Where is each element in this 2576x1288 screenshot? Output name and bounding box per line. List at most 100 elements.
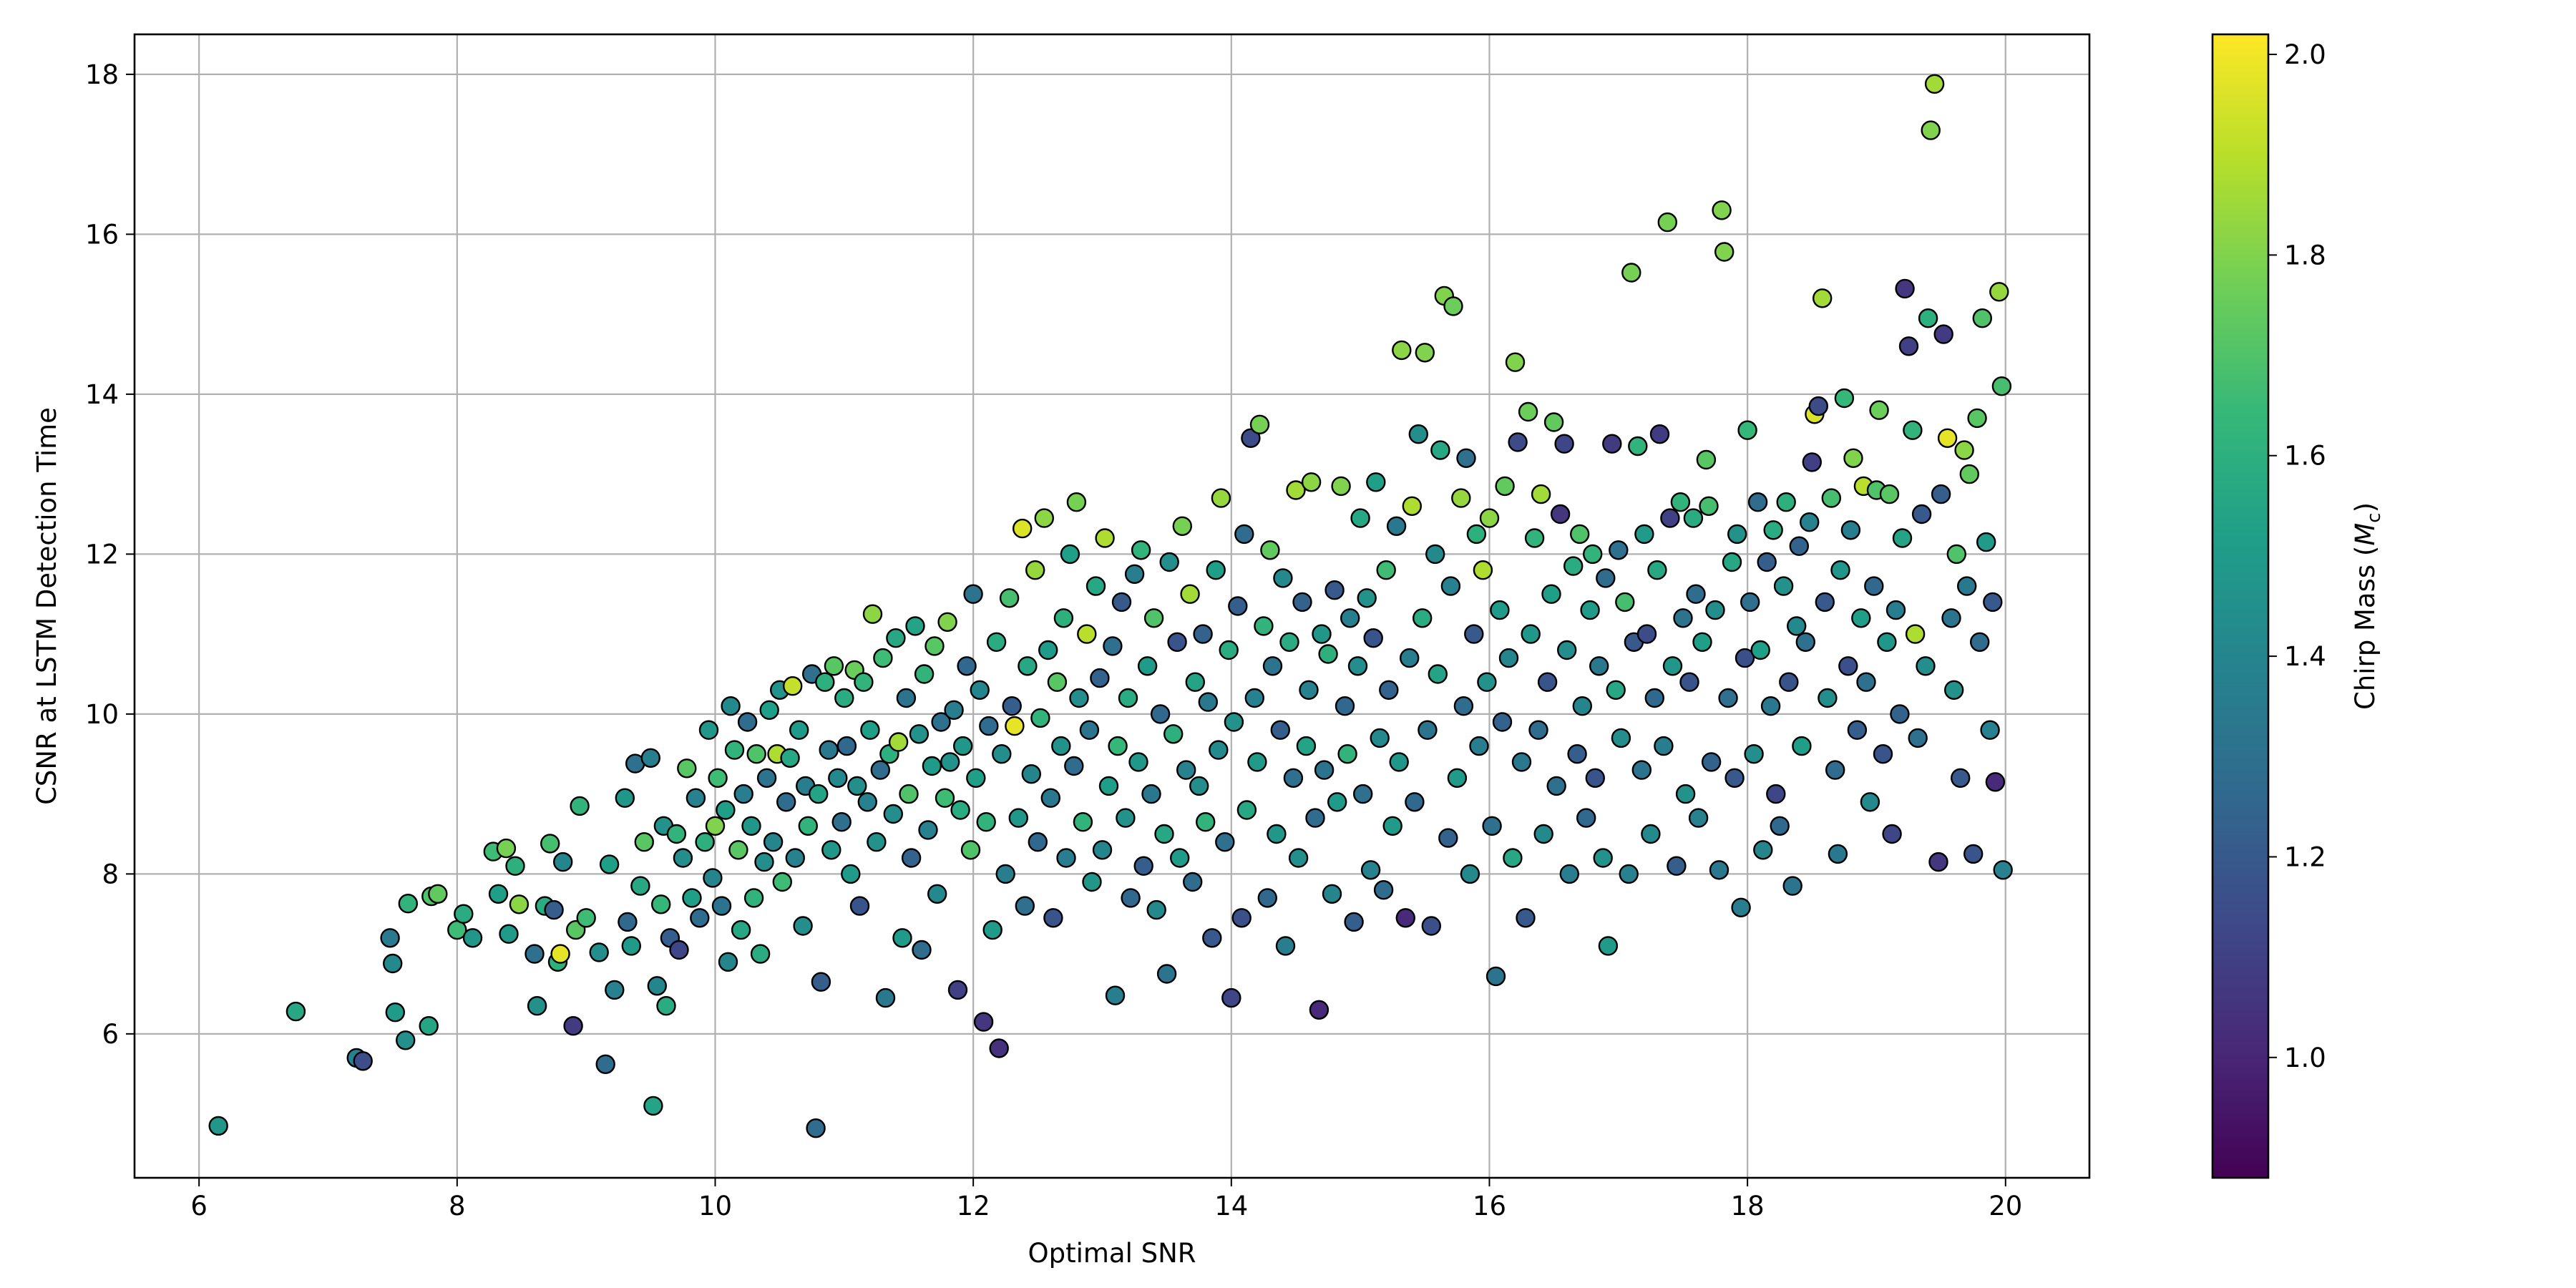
data-point (1892, 528, 1913, 548)
data-point (966, 768, 986, 789)
data-points (208, 74, 2013, 1138)
data-point (1860, 792, 1880, 812)
data-point (677, 758, 697, 779)
data-point (909, 724, 930, 744)
data-point (1260, 540, 1280, 560)
data-point (724, 740, 745, 760)
data-point (1451, 488, 1471, 508)
x-tick-label: 12 (957, 1191, 990, 1221)
data-point (621, 936, 641, 956)
data-point (1412, 608, 1433, 628)
data-point (992, 743, 1012, 764)
data-point (1453, 696, 1474, 716)
data-point (1092, 840, 1113, 860)
data-point (1073, 811, 1093, 832)
data-point (1352, 784, 1373, 804)
data-point (1792, 736, 1812, 756)
data-point (1231, 908, 1252, 928)
data-point (1598, 936, 1619, 956)
data-point (1877, 632, 1897, 652)
data-point (741, 816, 761, 836)
data-point (1943, 680, 1964, 700)
data-point (1511, 752, 1532, 772)
data-point (1546, 776, 1566, 796)
data-point (1270, 720, 1291, 740)
data-point (1683, 508, 1704, 528)
data-point (1241, 428, 1261, 448)
data-point (1131, 540, 1151, 560)
data-point (716, 800, 736, 820)
data-point (1596, 568, 1616, 588)
data-point (1735, 648, 1755, 668)
y-axis-ticks: 6 8 10 12 14 16 18 (85, 59, 135, 1050)
data-point (1236, 800, 1257, 820)
data-point (1821, 488, 1842, 508)
data-point (1108, 736, 1128, 756)
data-point (1508, 432, 1528, 452)
data-point (1567, 743, 1587, 764)
data-point (957, 656, 977, 676)
data-point (1038, 640, 1058, 660)
data-point (1288, 848, 1309, 868)
data-point (1373, 879, 1394, 900)
data-point (1425, 544, 1445, 565)
data-point (731, 919, 751, 940)
data-point (1492, 712, 1513, 732)
data-point (1654, 736, 1674, 756)
data-point (499, 924, 519, 944)
data-point (873, 648, 893, 668)
data-point (208, 1116, 228, 1136)
data-point (976, 811, 996, 832)
data-point (834, 688, 854, 708)
data-point (1834, 388, 1855, 409)
data-point (776, 792, 796, 812)
data-point (860, 720, 880, 740)
data-point (1331, 476, 1351, 497)
data-point (995, 864, 1015, 884)
data-point (1247, 752, 1267, 772)
data-point (1370, 728, 1390, 748)
data-point (1389, 752, 1409, 772)
data-point (1989, 282, 2009, 302)
x-tick-label: 18 (1731, 1191, 1765, 1221)
data-point (1347, 656, 1368, 676)
data-point (647, 976, 667, 996)
data-point (1937, 428, 1958, 448)
data-point (496, 838, 517, 859)
data-point (1779, 672, 1799, 692)
data-point (979, 716, 999, 736)
data-point (1924, 74, 1945, 94)
data-point (1254, 616, 1274, 636)
data-point (1182, 872, 1203, 892)
data-point (673, 848, 693, 868)
data-point (808, 784, 829, 804)
data-point (1482, 816, 1502, 836)
data-point (1885, 600, 1906, 620)
data-point (743, 888, 764, 908)
data-point (383, 953, 403, 974)
data-point (1133, 856, 1153, 876)
data-point (686, 788, 706, 808)
data-point (1991, 376, 2012, 396)
data-point (1490, 600, 1510, 620)
data-point (1789, 536, 1810, 556)
data-point (1002, 696, 1022, 716)
data-point (1667, 856, 1687, 876)
data-point (931, 712, 951, 732)
data-point (1079, 720, 1100, 740)
data-point (1296, 736, 1317, 756)
data-point (1060, 544, 1080, 565)
data-point (1382, 816, 1402, 836)
data-point (986, 632, 1007, 652)
data-point (690, 908, 710, 928)
data-point (1275, 936, 1296, 956)
data-point (1611, 728, 1631, 748)
data-point (705, 816, 726, 836)
data-point (1636, 624, 1657, 644)
data-point (1699, 496, 1719, 516)
data-point (1688, 808, 1709, 828)
data-point (1740, 592, 1760, 613)
data-point (1967, 408, 1987, 429)
data-point (1219, 640, 1239, 660)
data-point (1257, 888, 1278, 908)
